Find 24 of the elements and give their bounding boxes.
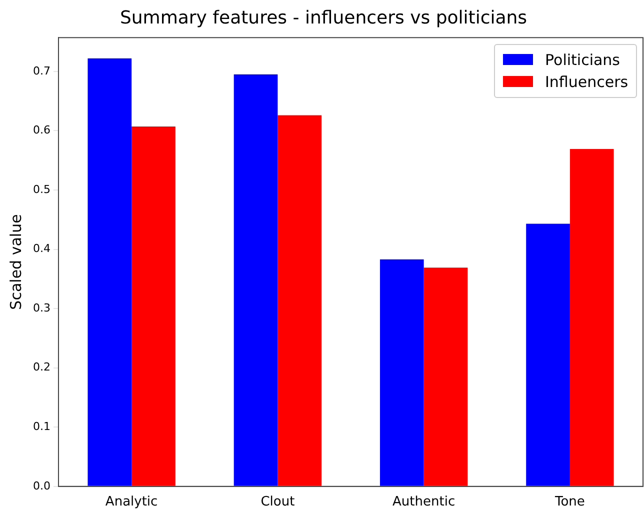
- y-tick-label: 0.6: [32, 124, 50, 137]
- legend-label: Influencers: [545, 72, 628, 93]
- y-tick-label: 0.3: [32, 301, 50, 314]
- y-tick-label: 0.1: [32, 420, 50, 433]
- bar: [380, 259, 424, 486]
- x-tick-label: Analytic: [105, 494, 158, 510]
- y-tick-label: 0.2: [32, 360, 50, 374]
- bar: [526, 224, 570, 486]
- y-tick-label: 0.4: [32, 242, 50, 256]
- legend-label: Politicians: [545, 50, 620, 71]
- bar: [88, 58, 132, 486]
- bar: [278, 115, 322, 486]
- y-tick-label: 0.7: [32, 64, 50, 78]
- x-tick-label: Authentic: [392, 494, 456, 510]
- bar: [234, 74, 278, 486]
- bar: [132, 126, 176, 486]
- bar: [424, 268, 468, 486]
- x-tick-label: Tone: [554, 494, 585, 510]
- chart-title: Summary features - influencers vs politicians: [120, 7, 528, 28]
- y-axis-title: Scaled value: [6, 214, 25, 310]
- x-tick-label: Clout: [260, 494, 295, 510]
- y-tick-label: 0.0: [32, 479, 50, 492]
- bar: [570, 149, 614, 486]
- y-tick-label: 0.5: [32, 182, 50, 196]
